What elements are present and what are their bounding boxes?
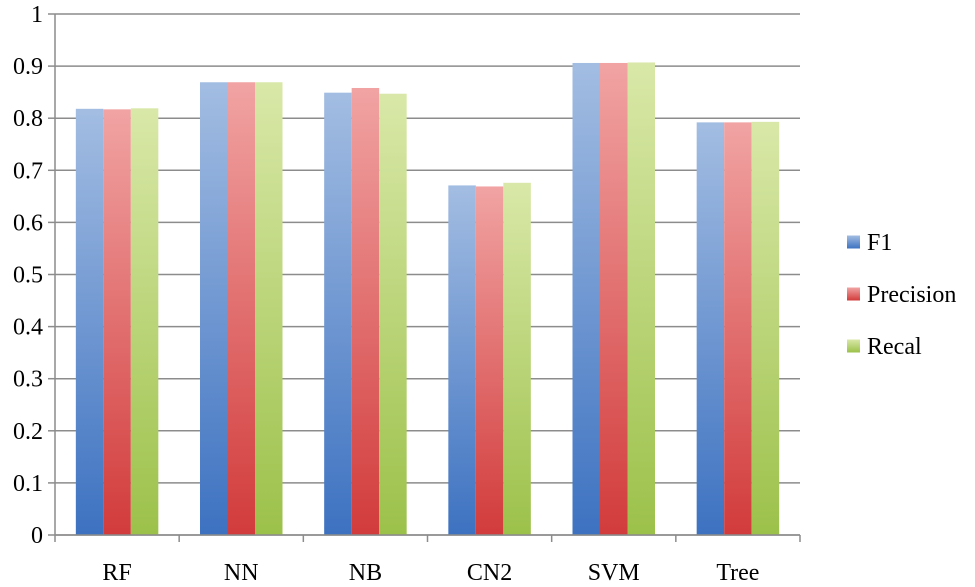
y-axis-tick-labels: 0 0.1 0.2 0.3 0.4 0.5 0.6 0.7 0.8 0.9 1 [13, 2, 43, 549]
bar-precision-tree [724, 122, 752, 536]
legend-swatch-precision [847, 287, 860, 301]
y-tick-label: 0.1 [13, 471, 43, 497]
y-tick-label: 0.5 [13, 263, 43, 289]
legend-swatch-recal [847, 339, 860, 353]
x-tick-label: RF [102, 560, 131, 586]
y-tick-label: 0.9 [13, 54, 43, 80]
y-tick-label: 0.4 [13, 315, 43, 341]
y-tick-label: 0.6 [13, 210, 43, 236]
y-tick-label: 0.8 [13, 106, 43, 132]
legend-label-f1: F1 [867, 230, 892, 256]
x-tick-label: CN2 [467, 560, 512, 586]
bar-precision-nn [227, 82, 255, 535]
legend-swatch-f1 [847, 235, 860, 249]
legend: F1 Precision Recal [847, 230, 956, 360]
bar-precision-nb [351, 87, 380, 536]
bar-f1-nn [200, 82, 228, 535]
bar-recal-cn2 [503, 182, 531, 535]
bar-f1-rf [75, 108, 104, 536]
bar-recal-rf [130, 108, 159, 536]
y-tick-label: 0.2 [13, 419, 43, 445]
x-axis-tick-labels: RF NN NB CN2 SVM Tree [102, 560, 759, 586]
x-tick-label: NN [224, 560, 259, 586]
bar-f1-cn2 [448, 185, 476, 535]
y-tick-label: 0 [31, 523, 43, 549]
bar-precision-rf [103, 109, 131, 535]
bar-recal-nb [379, 93, 407, 535]
bar-f1-svm [572, 62, 600, 535]
bars [75, 62, 780, 536]
bar-recal-nn [255, 82, 283, 535]
bar-f1-tree [696, 122, 725, 536]
y-tick-label: 0.7 [13, 158, 43, 184]
legend-label-recal: Recal [867, 334, 922, 360]
x-tick-label: SVM [588, 560, 640, 586]
gridlines [48, 13, 800, 536]
bar-recal-svm [627, 62, 655, 535]
x-tick-label: NB [349, 560, 382, 586]
bar-recal-tree [751, 121, 780, 536]
y-tick-label: 0.3 [13, 367, 43, 393]
x-tick-label: Tree [716, 560, 759, 586]
axes [54, 14, 801, 542]
y-tick-label: 1 [31, 2, 43, 28]
bar-precision-cn2 [475, 186, 504, 536]
bar-f1-nb [324, 92, 352, 536]
bar-precision-svm [600, 62, 628, 535]
legend-label-precision: Precision [867, 282, 956, 308]
